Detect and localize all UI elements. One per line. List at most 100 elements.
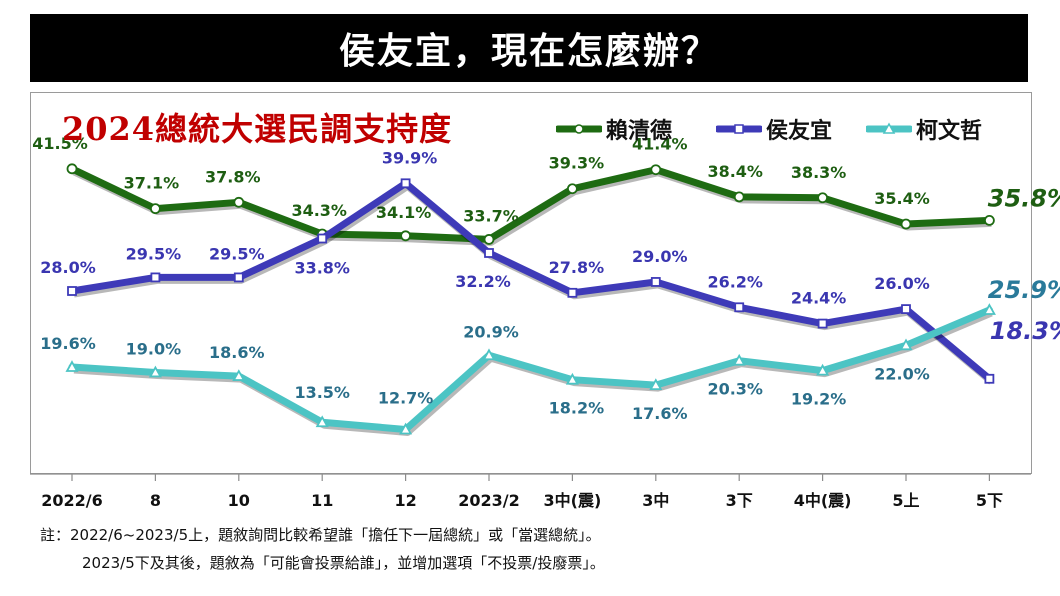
data-point-lai bbox=[984, 215, 995, 226]
data-label-ko: 19.6% bbox=[40, 334, 96, 353]
data-label-lai: 38.3% bbox=[791, 163, 847, 182]
data-point-hou bbox=[317, 233, 328, 244]
x-tick-label: 3中(震) bbox=[544, 491, 602, 510]
data-label-ko: 20.9% bbox=[463, 322, 519, 341]
data-label-lai: 34.1% bbox=[376, 203, 432, 222]
data-point-lai bbox=[900, 218, 912, 230]
data-label-lai: 39.3% bbox=[549, 154, 605, 173]
data-label-ko: 18.2% bbox=[549, 399, 605, 418]
x-tick-label: 2023/2 bbox=[458, 491, 520, 510]
series-line-lai bbox=[68, 165, 993, 243]
data-label-ko: 19.0% bbox=[126, 339, 182, 358]
chart-title: 2024總統大選民調支持度 bbox=[62, 110, 453, 148]
data-point-ko bbox=[565, 372, 579, 385]
data-label-ko: 22.0% bbox=[874, 364, 930, 383]
data-point-ko bbox=[148, 365, 162, 378]
data-label-hou: 18.3% bbox=[990, 317, 1060, 345]
legend-label-ko: 柯文哲 bbox=[916, 118, 983, 144]
data-label-lai: 37.1% bbox=[124, 174, 180, 193]
data-label-hou: 29.0% bbox=[632, 247, 688, 266]
legend-marker-ko bbox=[866, 122, 912, 134]
legend-label-hou: 侯友宜 bbox=[766, 118, 833, 144]
data-point-ko bbox=[315, 415, 329, 428]
data-label-hou: 29.5% bbox=[126, 244, 182, 263]
data-point-ko bbox=[399, 422, 413, 435]
data-point-hou bbox=[984, 373, 995, 384]
data-label-lai: 35.8% bbox=[988, 184, 1060, 212]
footnote-line-1: 註：2022/6~2023/5上，題敘詢問比較希望誰「擔任下一屆總統」或「當選總… bbox=[40, 526, 601, 544]
data-point-hou bbox=[817, 318, 828, 329]
data-point-lai bbox=[733, 191, 745, 203]
data-point-ko bbox=[816, 363, 830, 376]
data-point-lai bbox=[66, 163, 78, 175]
data-point-lai bbox=[650, 164, 662, 176]
data-label-lai: 41.4% bbox=[632, 135, 688, 154]
data-point-hou bbox=[901, 304, 911, 315]
data-point-hou bbox=[484, 248, 494, 258]
data-label-ko: 17.6% bbox=[632, 404, 688, 423]
data-point-lai bbox=[400, 230, 412, 242]
data-label-hou: 24.4% bbox=[791, 289, 847, 308]
data-point-hou bbox=[650, 277, 661, 287]
legend-item-lai: 賴清德 bbox=[556, 114, 672, 144]
data-label-hou: 27.8% bbox=[549, 258, 605, 277]
data-label-ko: 19.2% bbox=[791, 390, 847, 409]
data-point-ko bbox=[732, 353, 746, 366]
data-point-ko bbox=[482, 348, 496, 361]
data-point-ko bbox=[982, 303, 996, 315]
data-label-lai: 33.7% bbox=[463, 206, 519, 225]
data-point-ko bbox=[65, 360, 79, 372]
data-label-hou: 39.9% bbox=[382, 148, 438, 167]
data-point-ko bbox=[649, 378, 663, 391]
data-point-lai bbox=[817, 192, 828, 204]
x-tick-label: 5下 bbox=[976, 491, 1003, 510]
banner-title: 侯友宜，現在怎麼辦？ bbox=[338, 31, 719, 72]
data-label-ko: 13.5% bbox=[294, 383, 350, 402]
data-label-ko: 25.9% bbox=[988, 276, 1060, 304]
x-tick-label: 10 bbox=[228, 491, 250, 510]
data-point-lai bbox=[149, 203, 161, 215]
x-tick-label: 3下 bbox=[726, 491, 753, 510]
legend-marker-lai bbox=[556, 124, 602, 134]
x-tick-label: 3中 bbox=[642, 491, 669, 510]
data-label-lai: 41.5% bbox=[32, 134, 88, 153]
data-label-lai: 35.4% bbox=[874, 189, 930, 208]
data-label-hou: 28.0% bbox=[40, 258, 96, 277]
data-point-hou bbox=[233, 272, 244, 283]
footnote-line-2: 2023/5下及其後，題敘為「可能會投票給誰」，並增加選項「不投票/投廢票」。 bbox=[82, 554, 605, 572]
data-label-hou: 33.8% bbox=[294, 259, 350, 278]
data-point-lai bbox=[483, 234, 495, 245]
x-tick-label: 2022/6 bbox=[41, 491, 103, 510]
legend-item-hou: 侯友宜 bbox=[716, 114, 832, 144]
data-label-ko: 18.6% bbox=[209, 343, 265, 362]
data-label-hou: 29.5% bbox=[209, 244, 265, 263]
data-point-lai bbox=[567, 183, 578, 195]
data-point-ko bbox=[899, 338, 913, 351]
series-line-ko bbox=[68, 306, 993, 433]
data-point-lai bbox=[233, 196, 245, 208]
data-label-lai: 38.4% bbox=[707, 162, 763, 181]
x-tick-label: 4中(震) bbox=[794, 491, 852, 510]
data-point-hou bbox=[67, 286, 77, 296]
data-label-hou: 26.2% bbox=[707, 272, 763, 291]
legend-item-ko: 柯文哲 bbox=[866, 114, 982, 144]
data-label-hou: 26.0% bbox=[874, 274, 930, 293]
data-label-ko: 20.3% bbox=[707, 380, 763, 399]
x-tick-label: 11 bbox=[311, 491, 333, 510]
data-point-hou bbox=[567, 287, 578, 298]
series-line-hou bbox=[68, 179, 993, 383]
x-tick-label: 8 bbox=[150, 491, 161, 510]
data-label-lai: 37.8% bbox=[205, 167, 261, 186]
data-point-hou bbox=[150, 272, 161, 283]
x-tick-label: 5上 bbox=[892, 491, 919, 510]
data-point-hou bbox=[400, 178, 411, 189]
data-point-hou bbox=[734, 302, 745, 313]
x-tick-label: 12 bbox=[394, 491, 416, 510]
data-label-hou: 32.2% bbox=[455, 272, 511, 291]
legend-marker-hou bbox=[716, 124, 762, 134]
data-label-ko: 12.7% bbox=[378, 388, 434, 407]
legend-label-lai: 賴清德 bbox=[606, 118, 673, 144]
data-label-lai: 34.3% bbox=[291, 201, 347, 220]
title-banner: 侯友宜，現在怎麼辦？ bbox=[30, 14, 1028, 82]
